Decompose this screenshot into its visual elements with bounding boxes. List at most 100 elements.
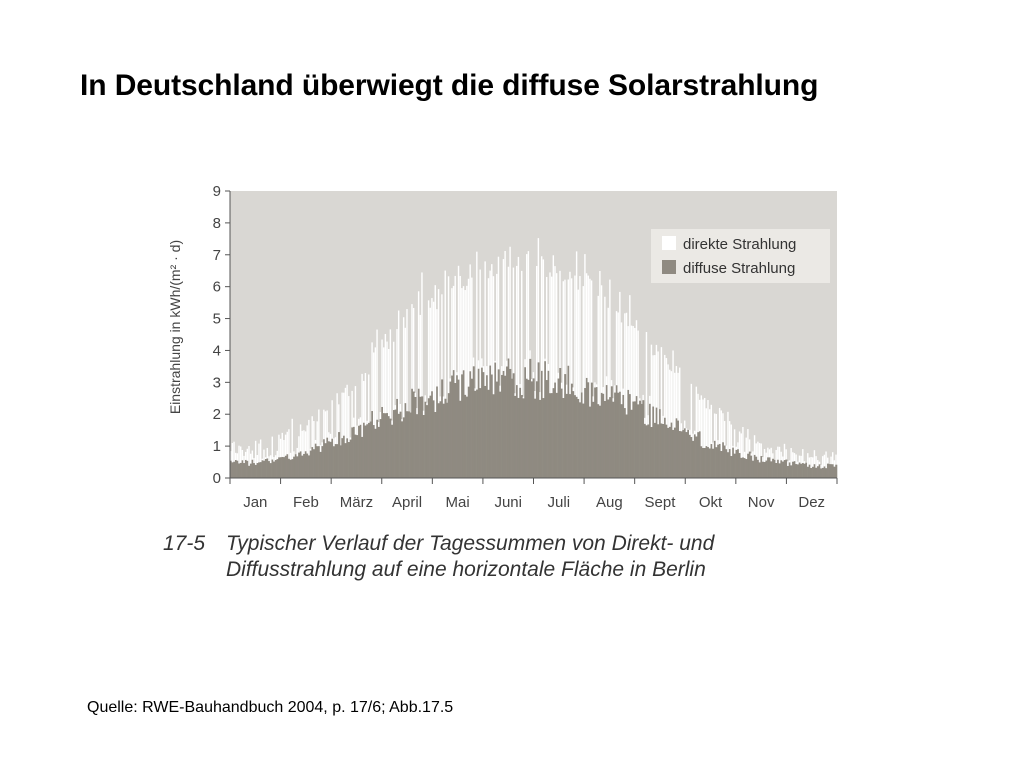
direct-bar xyxy=(308,419,310,456)
direct-bar xyxy=(609,279,611,398)
diffuse-bar xyxy=(813,464,816,478)
direct-bar xyxy=(233,441,235,462)
diffuse-bar xyxy=(474,390,477,478)
direct-bar xyxy=(383,347,385,414)
diffuse-bar xyxy=(723,445,726,478)
diffuse-bar xyxy=(271,459,274,478)
diffuse-bar xyxy=(504,375,507,478)
diffuse-bar xyxy=(778,463,781,478)
direct-bar xyxy=(768,449,771,458)
diffuse-bar xyxy=(592,401,595,478)
direct-bar xyxy=(790,447,792,466)
diffuse-bar xyxy=(344,443,347,478)
direct-bar xyxy=(516,265,518,386)
x-tick-label-11: Nov xyxy=(748,494,775,511)
direct-bar xyxy=(494,360,496,363)
caption-line-1: Typischer Verlauf der Tagessummen von Di… xyxy=(226,532,715,555)
direct-bar xyxy=(509,246,511,369)
diffuse-bar xyxy=(283,457,286,478)
diffuse-bar xyxy=(547,370,550,478)
diffuse-bar xyxy=(261,460,264,478)
direct-bar xyxy=(717,440,719,445)
diffuse-bar xyxy=(542,398,545,478)
direct-bar xyxy=(547,364,550,371)
direct-bar xyxy=(637,330,639,405)
diffuse-bar xyxy=(775,463,778,478)
diffuse-bar xyxy=(248,465,251,478)
direct-bar xyxy=(545,276,548,381)
direct-bar xyxy=(747,429,749,454)
diffuse-bar xyxy=(534,398,537,478)
diffuse-bar xyxy=(688,434,691,478)
direct-bar xyxy=(537,238,540,363)
diffuse-bar xyxy=(565,393,568,478)
direct-bar xyxy=(619,291,621,392)
diffuse-bar xyxy=(354,434,357,478)
direct-bar xyxy=(574,275,576,396)
direct-bar xyxy=(803,461,806,464)
direct-bar xyxy=(296,447,298,457)
direct-bar xyxy=(605,376,608,386)
diffuse-bar xyxy=(768,457,771,478)
direct-bar xyxy=(502,259,505,371)
diffuse-bar xyxy=(802,463,805,478)
direct-bar xyxy=(723,421,726,446)
direct-bar xyxy=(341,392,343,439)
diffuse-bar xyxy=(762,461,765,478)
direct-bar xyxy=(386,341,388,414)
direct-bar xyxy=(748,439,751,452)
direct-bar xyxy=(492,276,495,395)
diffuse-bar xyxy=(522,398,525,478)
direct-bar xyxy=(524,359,526,368)
direct-bar xyxy=(276,450,278,460)
y-axis-title: Einstrahlung in kWh/(m² · d) xyxy=(167,240,183,414)
diffuse-bar xyxy=(707,447,710,478)
direct-bar xyxy=(770,447,772,462)
direct-bar xyxy=(424,395,426,402)
diffuse-bar xyxy=(614,392,617,478)
direct-bar xyxy=(832,452,834,465)
diffuse-bar xyxy=(637,404,640,478)
y-tick-label: 7 xyxy=(213,247,221,264)
diffuse-bar xyxy=(494,362,497,478)
direct-bar xyxy=(507,266,510,359)
diffuse-bar xyxy=(569,394,572,478)
diffuse-bar xyxy=(373,425,375,478)
direct-bar xyxy=(639,398,641,401)
diffuse-bar xyxy=(687,429,690,478)
direct-bar xyxy=(733,429,736,454)
diffuse-bar xyxy=(758,462,761,478)
diffuse-bar xyxy=(321,446,324,478)
direct-bar xyxy=(767,447,769,458)
diffuse-bar xyxy=(760,456,763,478)
diffuse-bar xyxy=(479,388,482,478)
diffuse-bar xyxy=(698,431,701,478)
direct-bar xyxy=(368,374,370,423)
direct-bar xyxy=(422,410,425,415)
direct-bar xyxy=(550,276,553,394)
direct-bar xyxy=(469,264,471,372)
direct-bar xyxy=(249,453,252,464)
diffuse-bar xyxy=(336,444,339,478)
direct-bar xyxy=(585,273,588,378)
direct-bar xyxy=(304,431,307,452)
x-tick-label-9: Sept xyxy=(645,494,677,511)
diffuse-bar xyxy=(324,443,327,478)
x-tick-label-7: Juli xyxy=(548,494,571,511)
diffuse-bar xyxy=(424,401,427,478)
diffuse-bar xyxy=(363,422,365,478)
diffuse-bar xyxy=(627,389,630,478)
diffuse-bar xyxy=(299,451,302,478)
diffuse-bar xyxy=(353,426,356,478)
direct-bar xyxy=(244,451,247,460)
diffuse-bar xyxy=(832,464,834,478)
diffuse-bar xyxy=(254,464,257,478)
diffuse-bar xyxy=(456,375,459,478)
diffuse-bar xyxy=(469,371,472,478)
diffuse-bar xyxy=(582,403,585,478)
direct-bar xyxy=(311,416,313,448)
direct-bar xyxy=(707,400,709,448)
direct-bar xyxy=(680,423,683,432)
direct-bar xyxy=(359,417,362,425)
